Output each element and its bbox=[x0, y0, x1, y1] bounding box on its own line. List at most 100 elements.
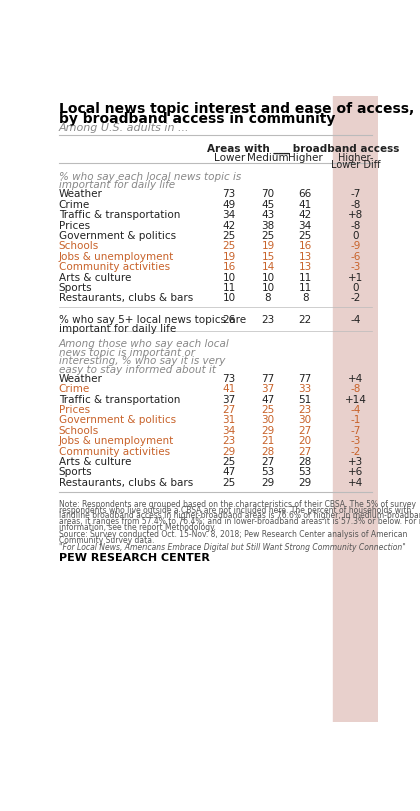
Text: Traffic & transportation: Traffic & transportation bbox=[59, 394, 180, 404]
Text: 10: 10 bbox=[223, 293, 236, 303]
Text: 43: 43 bbox=[261, 210, 275, 220]
Text: 10: 10 bbox=[261, 283, 275, 293]
Text: 25: 25 bbox=[261, 231, 275, 241]
Text: -4: -4 bbox=[350, 314, 361, 324]
Text: +4: +4 bbox=[348, 373, 363, 384]
Text: 25: 25 bbox=[223, 457, 236, 466]
Text: 30: 30 bbox=[261, 415, 275, 425]
Text: 38: 38 bbox=[261, 221, 275, 230]
Text: 22: 22 bbox=[299, 314, 312, 324]
Text: respondents who live outside a CBSA are not included here. The percent of househ: respondents who live outside a CBSA are … bbox=[59, 505, 411, 514]
Text: 10: 10 bbox=[261, 272, 275, 282]
Text: 19: 19 bbox=[261, 241, 275, 251]
Text: -1: -1 bbox=[350, 415, 361, 425]
Text: interesting, % who say it is very: interesting, % who say it is very bbox=[59, 356, 225, 366]
Text: 34: 34 bbox=[223, 425, 236, 436]
Text: 25: 25 bbox=[223, 241, 236, 251]
Text: 25: 25 bbox=[299, 231, 312, 241]
Text: -8: -8 bbox=[350, 384, 361, 394]
Text: by broadband access in community: by broadband access in community bbox=[59, 112, 335, 127]
Text: -2: -2 bbox=[350, 293, 361, 303]
Text: "For Local News, Americans Embrace Digital but Still Want Strong Community Conne: "For Local News, Americans Embrace Digit… bbox=[59, 543, 405, 551]
Text: Schools: Schools bbox=[59, 241, 99, 251]
Text: 25: 25 bbox=[223, 231, 236, 241]
Text: Among those who say each local: Among those who say each local bbox=[59, 339, 229, 349]
Text: Community activities: Community activities bbox=[59, 446, 170, 456]
Text: 73: 73 bbox=[223, 373, 236, 384]
Text: 0: 0 bbox=[352, 283, 359, 293]
Text: Lower: Lower bbox=[214, 153, 245, 163]
Text: +8: +8 bbox=[348, 210, 363, 220]
Text: 28: 28 bbox=[299, 457, 312, 466]
Text: 66: 66 bbox=[299, 189, 312, 200]
Text: important for daily life: important for daily life bbox=[59, 324, 176, 333]
Text: -8: -8 bbox=[350, 221, 361, 230]
Text: -7: -7 bbox=[350, 189, 361, 200]
Text: Higher-: Higher- bbox=[338, 153, 373, 163]
Text: 16: 16 bbox=[223, 262, 236, 272]
Text: 29: 29 bbox=[261, 477, 275, 487]
Text: 45: 45 bbox=[261, 200, 275, 209]
Text: Areas with ___ broadband access: Areas with ___ broadband access bbox=[207, 144, 400, 154]
Text: Among U.S. adults in ...: Among U.S. adults in ... bbox=[59, 123, 189, 133]
Text: Government & politics: Government & politics bbox=[59, 231, 176, 241]
Text: 53: 53 bbox=[261, 467, 275, 477]
Text: Restaurants, clubs & bars: Restaurants, clubs & bars bbox=[59, 293, 193, 303]
Text: Local news topic interest and ease of access,: Local news topic interest and ease of ac… bbox=[59, 102, 414, 116]
Text: Weather: Weather bbox=[59, 373, 102, 384]
Text: Crime: Crime bbox=[59, 200, 90, 209]
Text: +1: +1 bbox=[348, 272, 363, 282]
Text: Higher: Higher bbox=[288, 153, 323, 163]
Text: Sports: Sports bbox=[59, 283, 92, 293]
Text: 77: 77 bbox=[261, 373, 275, 384]
Text: Medium: Medium bbox=[247, 153, 289, 163]
Text: Restaurants, clubs & bars: Restaurants, clubs & bars bbox=[59, 477, 193, 487]
Text: 31: 31 bbox=[223, 415, 236, 425]
Text: 11: 11 bbox=[299, 272, 312, 282]
Text: 23: 23 bbox=[299, 405, 312, 414]
Text: 27: 27 bbox=[261, 457, 275, 466]
Text: 16: 16 bbox=[299, 241, 312, 251]
Text: 53: 53 bbox=[299, 467, 312, 477]
Text: 11: 11 bbox=[223, 283, 236, 293]
Text: 33: 33 bbox=[299, 384, 312, 394]
Text: 8: 8 bbox=[265, 293, 271, 303]
Text: -6: -6 bbox=[350, 251, 361, 261]
Text: Schools: Schools bbox=[59, 425, 99, 436]
Text: 70: 70 bbox=[261, 189, 275, 200]
Text: 51: 51 bbox=[299, 394, 312, 404]
Text: -3: -3 bbox=[350, 262, 361, 272]
Text: news topic is important or: news topic is important or bbox=[59, 347, 195, 358]
Text: 42: 42 bbox=[223, 221, 236, 230]
Text: PEW RESEARCH CENTER: PEW RESEARCH CENTER bbox=[59, 551, 210, 562]
Bar bbox=[333, 97, 378, 722]
Text: +6: +6 bbox=[348, 467, 363, 477]
Text: 25: 25 bbox=[223, 477, 236, 487]
Text: information, see the report Methodology.: information, see the report Methodology. bbox=[59, 522, 215, 531]
Text: -8: -8 bbox=[350, 200, 361, 209]
Text: 14: 14 bbox=[261, 262, 275, 272]
Text: +14: +14 bbox=[344, 394, 367, 404]
Text: 34: 34 bbox=[223, 210, 236, 220]
Text: 26: 26 bbox=[223, 314, 236, 324]
Text: -9: -9 bbox=[350, 241, 361, 251]
Text: 10: 10 bbox=[223, 272, 236, 282]
Text: Lower Diff: Lower Diff bbox=[331, 160, 380, 170]
Text: Jobs & unemployment: Jobs & unemployment bbox=[59, 251, 174, 261]
Text: % who say each local news topic is: % who say each local news topic is bbox=[59, 172, 241, 182]
Text: % who say 5+ local news topics are: % who say 5+ local news topics are bbox=[59, 315, 246, 325]
Text: 21: 21 bbox=[261, 436, 275, 446]
Text: 23: 23 bbox=[261, 314, 275, 324]
Text: 20: 20 bbox=[299, 436, 312, 446]
Text: Government & politics: Government & politics bbox=[59, 415, 176, 425]
Text: Arts & culture: Arts & culture bbox=[59, 272, 131, 282]
Text: easy to stay informed about it: easy to stay informed about it bbox=[59, 364, 216, 374]
Text: Note: Respondents are grouped based on the characteristics of their CBSA. The 5%: Note: Respondents are grouped based on t… bbox=[59, 499, 416, 508]
Text: Community Survey data.: Community Survey data. bbox=[59, 535, 154, 544]
Text: 41: 41 bbox=[223, 384, 236, 394]
Text: -3: -3 bbox=[350, 436, 361, 446]
Text: 13: 13 bbox=[299, 262, 312, 272]
Text: +3: +3 bbox=[348, 457, 363, 466]
Text: Arts & culture: Arts & culture bbox=[59, 457, 131, 466]
Text: Jobs & unemployment: Jobs & unemployment bbox=[59, 436, 174, 446]
